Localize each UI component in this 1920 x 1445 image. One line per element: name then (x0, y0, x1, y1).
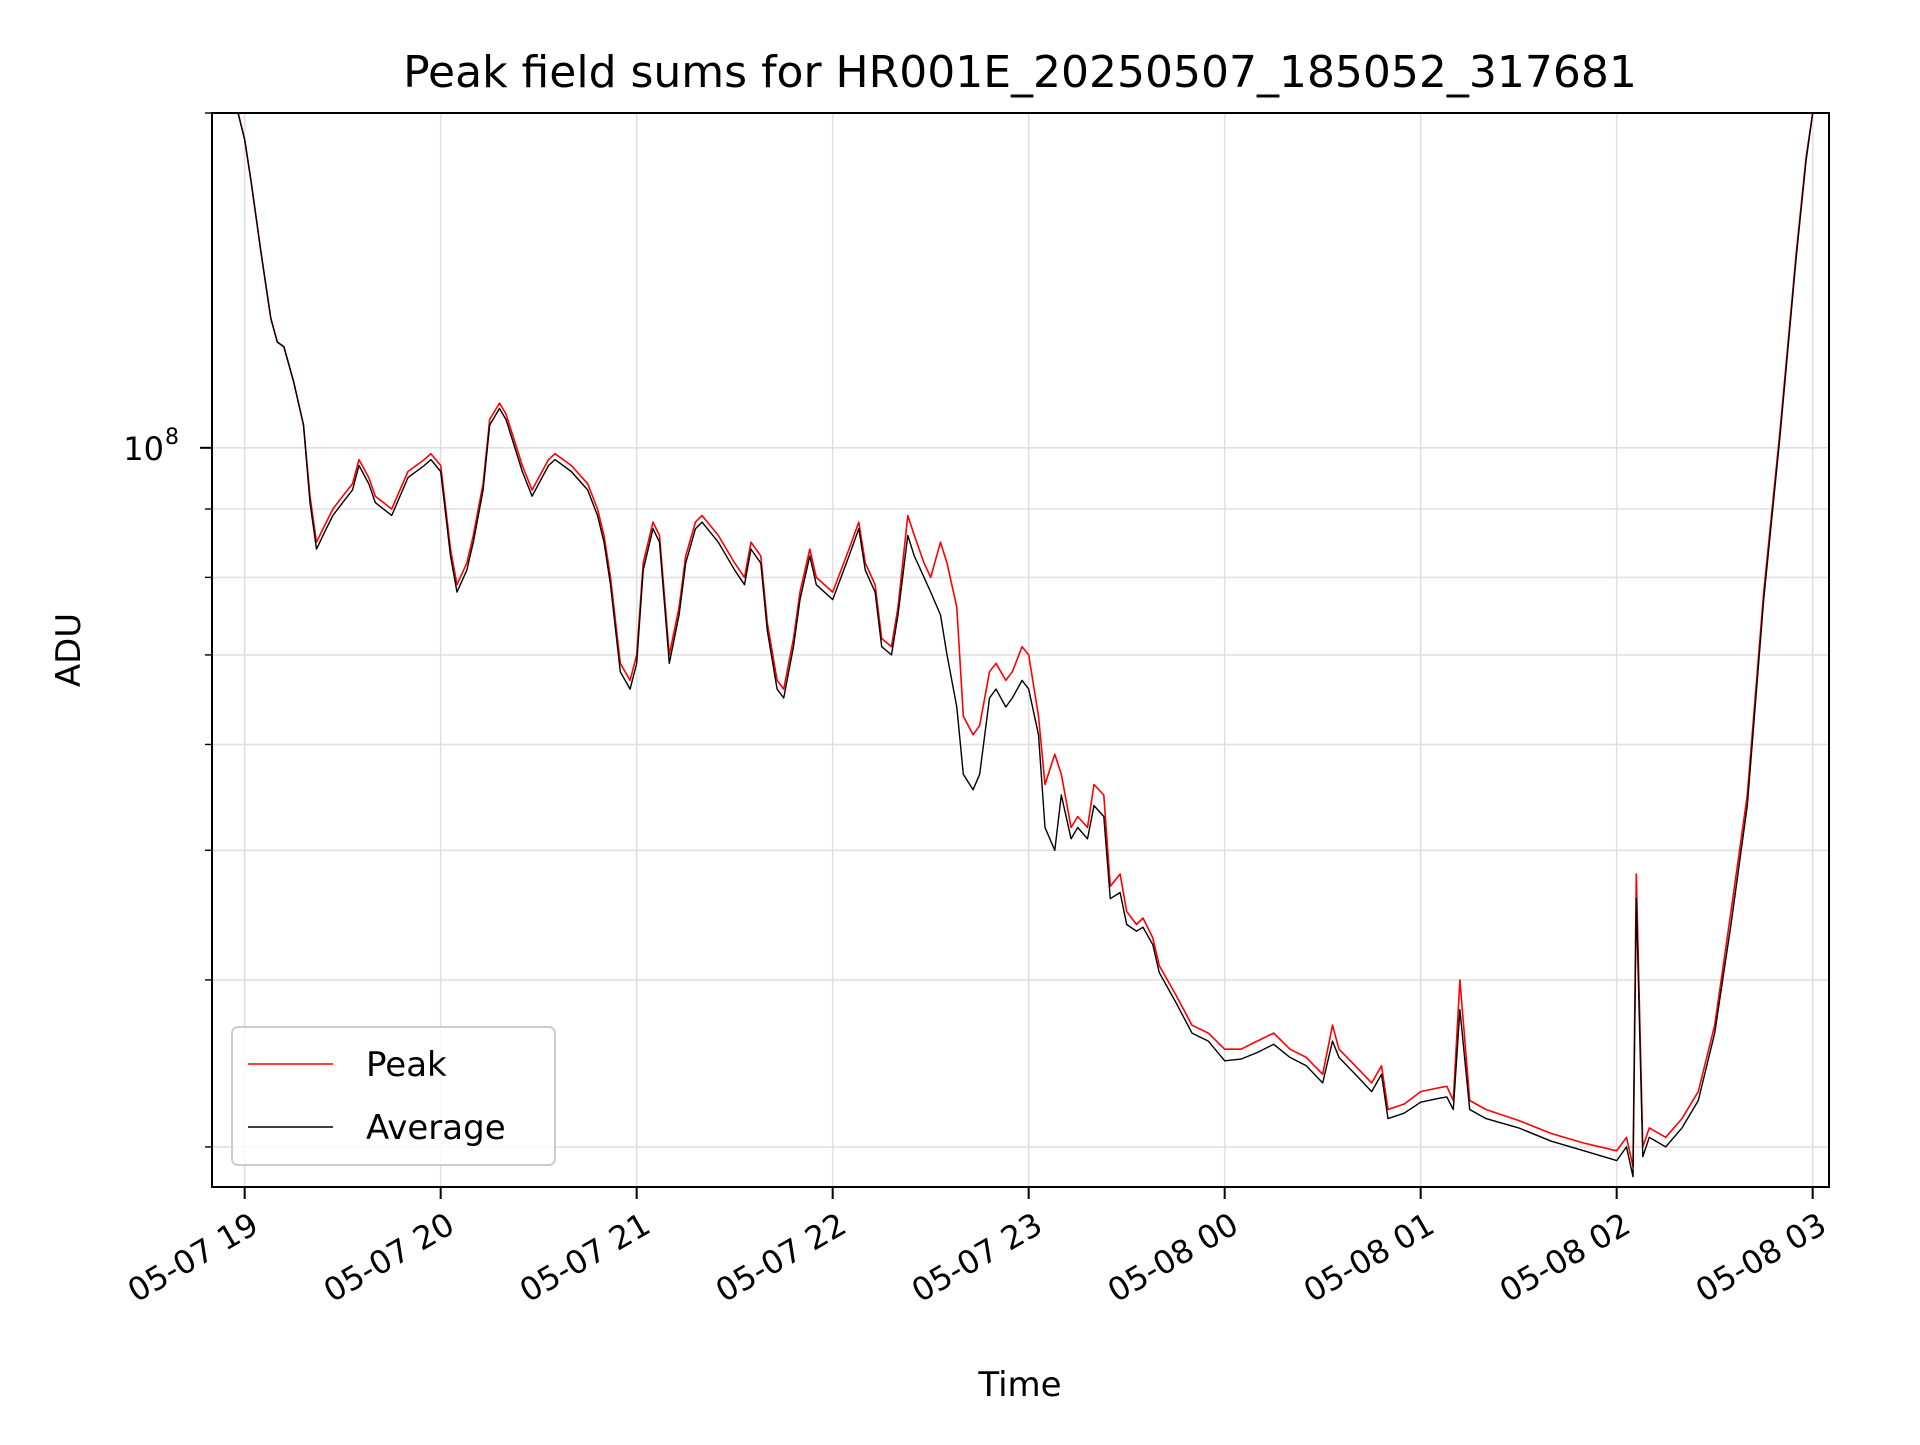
x-axis-label: Time (977, 1365, 1061, 1405)
plot-area (212, 112, 1829, 1178)
series-line-peak (212, 112, 1829, 1168)
y-tick-label: 10 (123, 430, 164, 468)
y-tick-label-exponent: 8 (165, 425, 179, 450)
series-line-average (212, 112, 1829, 1178)
legend: Peak Average (231, 1026, 556, 1166)
legend-label-peak: Peak (366, 1045, 447, 1085)
chart-title: Peak field sums for HR001E_20250507_1850… (403, 47, 1637, 98)
plot-frame (211, 112, 1830, 1188)
legend-box (231, 1026, 556, 1166)
y-axis-label: ADU (49, 613, 89, 687)
legend-label-average: Average (366, 1108, 506, 1148)
